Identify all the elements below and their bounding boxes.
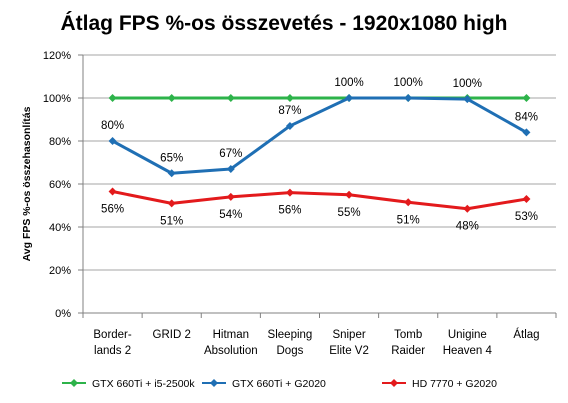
data-point: [226, 164, 235, 173]
data-point: [167, 94, 176, 102]
data-point: [345, 94, 354, 102]
data-label: 56%: [278, 205, 301, 217]
data-label: 56%: [101, 204, 124, 216]
data-point: [285, 121, 294, 130]
legend-swatch-marker: [390, 379, 398, 387]
series-layer: [108, 94, 531, 213]
data-point: [226, 192, 235, 201]
data-label: 100%: [393, 77, 422, 89]
y-tick-label: 100%: [43, 93, 71, 105]
data-point: [285, 188, 294, 197]
data-label: 48%: [456, 221, 479, 233]
x-tick-label: Sleeping Dogs: [268, 329, 313, 357]
x-tick-label: Hitman Absolution: [204, 329, 258, 357]
y-tick-label: 80%: [49, 136, 71, 148]
data-label: 53%: [515, 211, 538, 223]
data-point: [108, 94, 117, 102]
data-label: 51%: [397, 214, 420, 226]
data-point: [167, 199, 176, 208]
y-tick-label: 40%: [49, 222, 71, 234]
y-tick-label: 60%: [49, 179, 71, 191]
data-point: [522, 195, 531, 204]
legend-entry: GTX 660Ti + G2020: [232, 378, 326, 390]
data-label: 67%: [219, 148, 242, 160]
data-label: 84%: [515, 111, 538, 123]
legend-swatch-marker: [210, 379, 218, 387]
series-line: [112, 190, 527, 211]
data-point: [522, 128, 531, 137]
series-line: [111, 96, 528, 175]
data-point: [226, 94, 235, 102]
data-point: [167, 169, 176, 178]
data-label: 51%: [160, 215, 183, 227]
x-tick-label: GRID 2: [153, 329, 191, 341]
data-label: 100%: [334, 77, 363, 89]
x-tick-label: Unigine Heaven 4: [443, 329, 493, 357]
chart-title: Átlag FPS %-os összevetés - 1920x1080 hi…: [60, 12, 507, 35]
legend: GTX 660Ti + i5-2500k GTX 660Ti + G2020 HD …: [62, 378, 497, 390]
y-axis-title: Avg FPS %-os összehasonlítás: [21, 106, 33, 261]
data-label: 80%: [101, 120, 124, 132]
data-point: [108, 137, 117, 145]
data-point: [463, 95, 472, 104]
legend-entry: HD 7770 + G2020: [412, 378, 497, 390]
data-point: [463, 204, 472, 213]
data-point: [345, 190, 354, 199]
data-point: [404, 198, 413, 207]
data-label: 65%: [160, 152, 183, 164]
data-label: 100%: [453, 78, 482, 90]
data-point: [108, 187, 117, 196]
data-point: [522, 94, 531, 102]
legend-entry: GTX 660Ti + i5-2500k: [92, 378, 195, 390]
y-tick-label: 0%: [55, 308, 71, 320]
y-tick-label: 20%: [49, 265, 71, 277]
data-label: 55%: [338, 207, 361, 219]
x-tick-label: Átlag: [513, 328, 539, 341]
data-label: 87%: [278, 105, 301, 117]
data-labels: 80% 65% 67% 87% 100% 100% 100% 84% 56% 51% 54% 56% 5…: [101, 77, 538, 233]
data-label: 54%: [219, 209, 242, 221]
x-tick-label: Sniper Elite V2: [329, 329, 369, 357]
legend-swatch-marker: [70, 379, 78, 387]
data-point: [285, 94, 294, 102]
axes: 0% 20% 40% 60% 80% 100% 120% Border-lands 2 GRID…: [43, 50, 557, 357]
x-tick-label: Border-lands 2: [93, 329, 132, 357]
y-tick-label: 120%: [43, 50, 71, 62]
x-tick-label: Tomb Raider: [391, 329, 425, 357]
data-point: [404, 94, 413, 102]
